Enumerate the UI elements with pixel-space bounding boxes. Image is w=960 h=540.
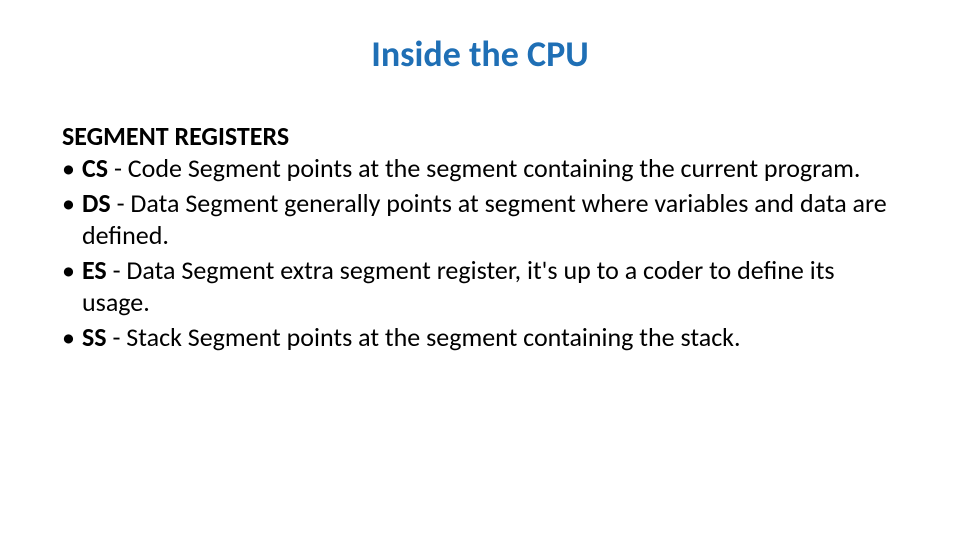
bullet-text: - Data Segment extra segment register, i… <box>82 254 835 319</box>
bullet-marker: • <box>62 254 82 287</box>
slide: Inside the CPU SEGMENT REGISTERS • CS - … <box>0 0 960 540</box>
bullet-text: - Code Segment points at the segment con… <box>108 152 860 184</box>
bullet-label: CS <box>82 152 108 184</box>
bullet-label: DS <box>82 187 111 219</box>
bullet-marker: • <box>62 187 82 220</box>
bullet-text: - Data Segment generally points at segme… <box>82 187 887 252</box>
bullet-item: • ES - Data Segment extra segment regist… <box>62 254 898 319</box>
bullet-marker: • <box>62 321 82 354</box>
bullet-item: • SS - Stack Segment points at the segme… <box>62 321 898 354</box>
bullet-label: ES <box>82 254 107 286</box>
slide-content: SEGMENT REGISTERS • CS - Code Segment po… <box>58 120 902 353</box>
section-subheading: SEGMENT REGISTERS <box>62 120 898 152</box>
bullet-text: - Stack Segment points at the segment co… <box>107 321 741 353</box>
bullet-item: • CS - Code Segment points at the segmen… <box>62 152 898 185</box>
bullet-item: • DS - Data Segment generally points at … <box>62 187 898 252</box>
bullet-label: SS <box>82 321 107 353</box>
slide-title: Inside the CPU <box>58 32 902 76</box>
bullet-marker: • <box>62 152 82 185</box>
